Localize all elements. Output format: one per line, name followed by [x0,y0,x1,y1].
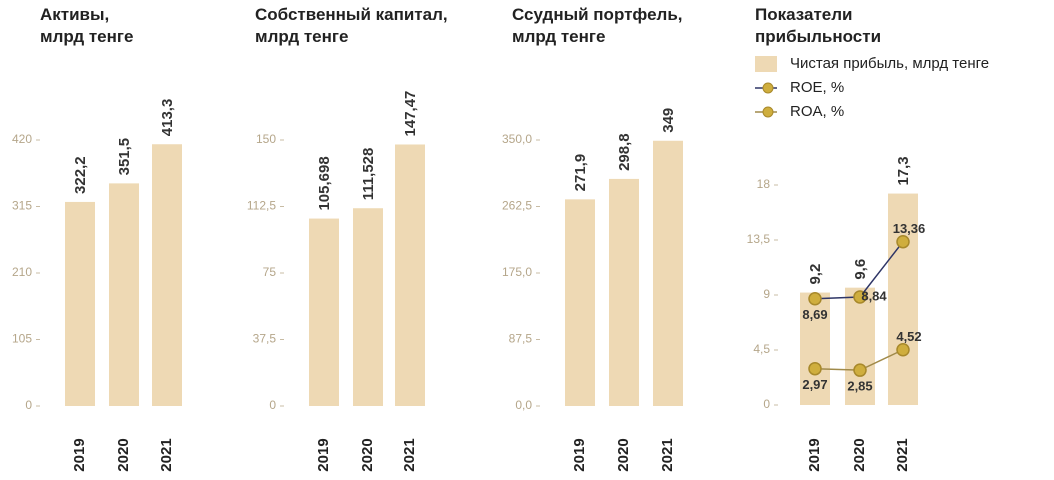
x-tick-label: 2019 [71,438,88,471]
bar [845,287,875,405]
data-label: 8,69 [802,307,827,322]
y-tick-label: 112,5 [247,199,276,213]
data-label: 349 [660,108,677,133]
marker [853,290,867,304]
bar [653,140,683,406]
x-tick-label: 2021 [659,438,676,471]
data-label: 8,84 [861,288,887,303]
legend-label: ROA, % [790,103,844,120]
chart-title: Активы, млрд тенге [40,5,134,46]
y-tick-label: 0 [25,398,32,412]
data-label: 13,36 [893,221,926,236]
data-label: 9,2 [807,264,824,285]
bar [65,201,95,406]
legend-label: Чистая прибыль, млрд тенге [790,55,989,72]
y-tick-label: 75 [263,265,277,279]
x-tick-label: 2020 [359,438,376,471]
y-tick-label: 175,0 [502,265,532,279]
y-tick-label: 4,5 [753,342,770,356]
y-tick-label: 150 [256,132,276,146]
data-label: 105,698 [316,156,333,210]
y-tick-label: 420 [12,132,32,146]
x-tick-label: 2020 [615,438,632,471]
bar [395,144,425,407]
y-tick-label: 87,5 [509,332,533,346]
y-tick-label: 9 [763,287,770,301]
bar [565,199,595,406]
y-tick-label: 262,5 [502,199,532,213]
data-label: 271,9 [572,154,589,192]
chart-title: Собственный капитал, млрд тенге [255,5,448,46]
bar [152,144,182,406]
y-tick-label: 37,5 [253,332,277,346]
bar [309,218,339,406]
marker [896,343,910,357]
data-label: 2,85 [847,379,872,394]
chart-title: Показатели прибыльности [755,5,882,46]
y-tick-label: 315 [12,199,32,213]
marker [896,234,910,249]
data-label: 9,6 [852,259,869,280]
data-label: 111,528 [360,148,377,201]
x-tick-label: 2020 [115,438,132,471]
x-tick-label: 2021 [158,438,175,471]
x-tick-label: 2019 [571,438,588,471]
marker [808,361,822,376]
bar [109,183,139,406]
bar [800,292,830,405]
data-label: 322,2 [72,156,89,194]
chart-title: Ссудный портфель, млрд тенге [512,5,683,46]
data-label: 351,5 [116,138,133,176]
bar [888,193,918,405]
bar [609,178,639,406]
x-tick-label: 2020 [851,438,868,471]
y-tick-label: 105 [12,332,32,346]
x-tick-label: 2021 [894,438,911,471]
y-tick-label: 0 [763,397,770,411]
data-label: 147,47 [402,91,419,137]
marker [808,292,822,306]
y-tick-label: 13,5 [747,232,771,246]
y-tick-label: 0,0 [515,398,532,412]
x-tick-label: 2019 [315,438,332,471]
legend-swatch [755,56,777,72]
data-label: 17,3 [895,156,912,185]
legend-marker [762,106,774,118]
marker [853,363,867,377]
y-tick-label: 210 [12,265,32,279]
y-tick-label: 350,0 [502,132,532,146]
data-label: 4,52 [896,329,921,344]
data-label: 413,3 [159,99,176,137]
x-tick-label: 2019 [806,438,823,471]
y-tick-label: 18 [757,177,771,191]
legend-label: ROE, % [790,79,844,96]
data-label: 298,8 [616,133,633,171]
legend-marker [762,82,774,94]
data-label: 2,97 [802,377,827,392]
bar [353,208,383,406]
y-tick-label: 0 [269,398,276,412]
x-tick-label: 2021 [401,438,418,471]
